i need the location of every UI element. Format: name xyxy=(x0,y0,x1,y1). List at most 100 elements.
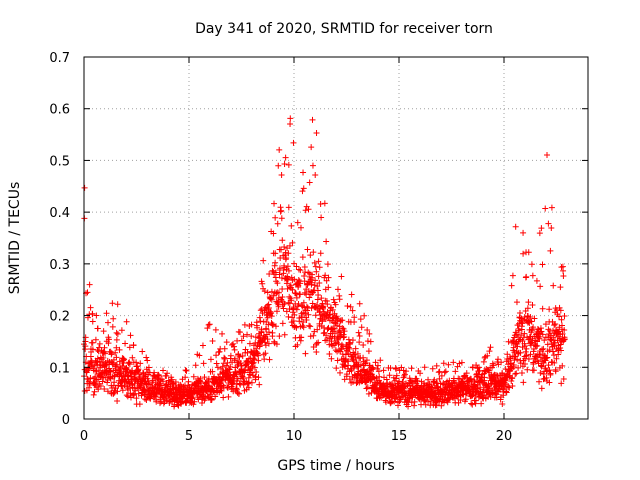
data-point xyxy=(539,261,546,268)
y-tick-label: 0.5 xyxy=(49,154,70,169)
data-point xyxy=(405,403,412,410)
data-point xyxy=(508,378,515,385)
data-point xyxy=(512,371,519,378)
data-point xyxy=(292,290,299,297)
data-point xyxy=(461,373,468,380)
data-point xyxy=(260,257,267,264)
data-point xyxy=(539,346,546,353)
data-point xyxy=(341,376,348,383)
data-point xyxy=(268,288,275,295)
data-point xyxy=(494,387,501,394)
data-point xyxy=(282,154,289,161)
data-point xyxy=(354,350,361,357)
data-point xyxy=(231,355,238,362)
data-point xyxy=(285,267,292,274)
data-point xyxy=(546,346,553,353)
data-point xyxy=(364,327,371,334)
data-point xyxy=(224,359,231,366)
data-point xyxy=(284,263,291,270)
data-point xyxy=(363,357,370,364)
data-point xyxy=(315,339,322,346)
data-point xyxy=(105,336,112,343)
data-point xyxy=(549,348,556,355)
data-point xyxy=(222,355,229,362)
data-point xyxy=(135,366,142,373)
data-point xyxy=(387,365,394,372)
data-point xyxy=(265,329,272,336)
data-point xyxy=(487,385,494,392)
data-point xyxy=(278,215,285,222)
data-point xyxy=(95,386,102,393)
data-point xyxy=(512,223,519,230)
data-point xyxy=(123,318,130,325)
data-point xyxy=(420,393,427,400)
data-point xyxy=(87,375,94,382)
data-point xyxy=(316,264,323,271)
data-point xyxy=(545,326,552,333)
data-point xyxy=(561,336,568,343)
data-point xyxy=(429,365,436,372)
data-point xyxy=(143,397,150,404)
data-point xyxy=(393,375,400,382)
data-point xyxy=(360,354,367,361)
data-point xyxy=(310,332,317,339)
scatter-points xyxy=(81,115,568,410)
data-point xyxy=(146,381,153,388)
data-point xyxy=(529,301,536,308)
data-point xyxy=(233,386,240,393)
data-point xyxy=(545,362,552,369)
data-point xyxy=(109,323,116,330)
data-point xyxy=(86,281,93,288)
data-point xyxy=(317,250,324,257)
data-point xyxy=(545,220,552,227)
data-point xyxy=(302,207,309,214)
data-point xyxy=(281,300,288,307)
data-point xyxy=(164,370,171,377)
data-point xyxy=(433,402,440,409)
data-point xyxy=(445,361,452,368)
data-point xyxy=(268,296,275,303)
data-point xyxy=(357,368,364,375)
data-point xyxy=(520,250,527,257)
data-point xyxy=(539,305,546,312)
data-point xyxy=(438,402,445,409)
data-point xyxy=(403,368,410,375)
data-point xyxy=(469,364,476,371)
data-point xyxy=(124,366,131,373)
data-point xyxy=(126,361,133,368)
data-point xyxy=(356,339,363,346)
data-point xyxy=(308,144,315,151)
data-point xyxy=(307,252,314,259)
data-point xyxy=(305,311,312,318)
data-point xyxy=(533,277,540,284)
data-point xyxy=(280,305,287,312)
data-point xyxy=(538,225,545,232)
data-point xyxy=(279,237,286,244)
data-point xyxy=(478,400,485,407)
data-point xyxy=(318,214,325,221)
data-point xyxy=(274,280,281,287)
data-point xyxy=(411,402,418,409)
data-point xyxy=(540,345,547,352)
data-point xyxy=(289,239,296,246)
data-point xyxy=(308,279,315,286)
data-point xyxy=(185,378,192,385)
data-point xyxy=(111,379,118,386)
x-tick-label: 5 xyxy=(185,429,193,444)
data-point xyxy=(110,315,117,322)
data-point xyxy=(426,380,433,387)
data-point xyxy=(157,377,164,384)
data-point xyxy=(244,331,251,338)
data-point xyxy=(523,273,530,280)
data-point xyxy=(82,346,89,353)
data-point xyxy=(262,342,269,349)
data-point xyxy=(306,294,313,301)
data-point xyxy=(386,372,393,379)
data-point xyxy=(302,350,309,357)
data-point xyxy=(266,356,273,363)
data-point xyxy=(188,394,195,401)
data-point xyxy=(297,280,304,287)
data-point xyxy=(81,184,88,191)
data-point xyxy=(248,333,255,340)
data-point xyxy=(301,273,308,280)
